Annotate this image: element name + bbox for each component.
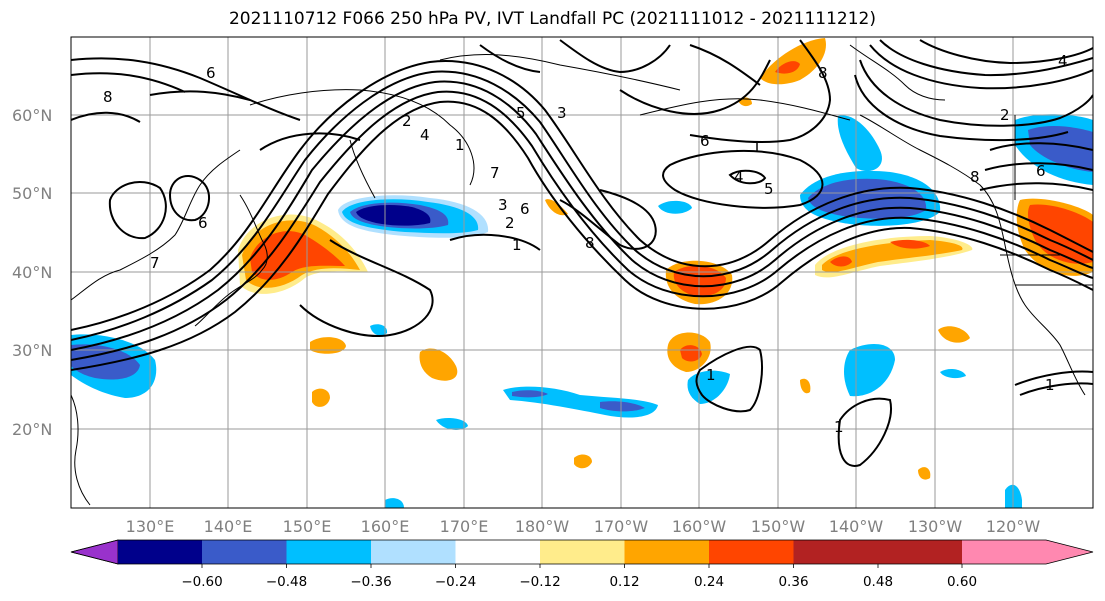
colorbar-tick-label: −0.36: [350, 574, 391, 590]
lon-label: 150°W: [751, 517, 806, 536]
contour-label: 8: [103, 88, 113, 106]
contour-label: 5: [764, 180, 774, 198]
lon-label: 160°W: [672, 517, 727, 536]
lon-label: 160°E: [361, 517, 410, 536]
lat-label: 60°N: [12, 106, 52, 125]
lat-label: 20°N: [12, 420, 52, 439]
contour-label: 1: [834, 418, 844, 436]
colorbar-segment: [878, 540, 962, 564]
colorbar-tick-label: 0.36: [778, 574, 808, 590]
contour-label: 1: [1045, 376, 1055, 394]
colorbar-segment: [118, 540, 202, 564]
colorbar-outline: [70, 539, 1094, 565]
contour-labels: 8 6 7 6 5 4 3 3 1 2 6 7 2 1 8 6 4 5 8 1 …: [103, 52, 1068, 436]
lon-label: 130°W: [908, 517, 963, 536]
contour-label: 6: [206, 64, 216, 82]
colorbar-segment: [286, 540, 371, 564]
lon-label: 170°E: [440, 517, 489, 536]
latitude-labels: 60°N 50°N 40°N 30°N 20°N: [12, 106, 52, 439]
colorbar-tick-label: 0.48: [863, 574, 893, 590]
coastlines: [71, 44, 1093, 506]
contour-label: 8: [585, 234, 595, 252]
contour-label: 1: [455, 136, 465, 154]
colorbar-tick-label: 0.60: [947, 574, 977, 590]
contour-label: 2: [1000, 106, 1010, 124]
contour-label: 8: [818, 64, 828, 82]
contour-label: 1: [752, 138, 762, 156]
colorbar-tick-label: −0.24: [435, 574, 476, 590]
contour-label: 6: [1036, 162, 1046, 180]
contour-label: 2: [505, 214, 515, 232]
map-title: 2021110712 F066 250 hPa PV, IVT Landfall…: [228, 9, 876, 29]
contour-label: 5: [516, 104, 526, 122]
contour-label: 3: [557, 104, 567, 122]
contour-label: 6: [700, 132, 710, 150]
lon-label: 140°W: [829, 517, 884, 536]
contour-label: 3: [498, 196, 508, 214]
lat-label: 30°N: [12, 341, 52, 360]
contour-label: 2: [402, 112, 412, 130]
colorbar-segment: [793, 540, 878, 564]
colorbar-tick-label: −0.12: [519, 574, 560, 590]
contour-label: 8: [970, 168, 980, 186]
lon-label: 150°E: [283, 517, 332, 536]
colorbar-ticks: [201, 564, 963, 568]
colorbar-left-extension: [70, 539, 119, 565]
contour-label: 4: [1058, 52, 1068, 70]
colorbar-segment: [455, 540, 540, 564]
colorbar-tick-label: −0.60: [181, 574, 222, 590]
longitude-labels: 130°E 140°E 150°E 160°E 170°E 180°W 170°…: [126, 517, 1041, 536]
contour-label: 4: [420, 126, 430, 144]
colorbar: −0.60 −0.48 −0.36 −0.24 −0.12 0.12 0.24 …: [70, 539, 1094, 590]
contour-label: 7: [490, 164, 500, 182]
contour-label: 4: [734, 168, 744, 186]
colorbar-right-extension: [962, 540, 1093, 564]
pv-contours: [71, 39, 1093, 467]
colorbar-segment: [624, 540, 709, 564]
lon-label: 170°W: [594, 517, 649, 536]
lon-label: 120°W: [986, 517, 1041, 536]
colorbar-tick-label: −0.48: [266, 574, 307, 590]
lat-label: 50°N: [12, 184, 52, 203]
lat-label: 40°N: [12, 263, 52, 282]
colorbar-segment: [540, 540, 625, 564]
colorbar-segment: [709, 540, 794, 564]
colorbar-segment: [371, 540, 456, 564]
contour-label: 6: [198, 214, 208, 232]
colorbar-segment: [202, 540, 287, 564]
colorbar-tick-label: 0.12: [609, 574, 639, 590]
contour-label: 1: [706, 366, 716, 384]
contour-label: 7: [150, 254, 160, 272]
contour-label: 1: [512, 236, 522, 254]
contour-label: 6: [520, 200, 530, 218]
map-frame: [70, 36, 1094, 509]
lon-label: 140°E: [204, 517, 253, 536]
lon-label: 180°W: [515, 517, 570, 536]
colorbar-tick-label: 0.24: [694, 574, 724, 590]
lon-label: 130°E: [126, 517, 175, 536]
